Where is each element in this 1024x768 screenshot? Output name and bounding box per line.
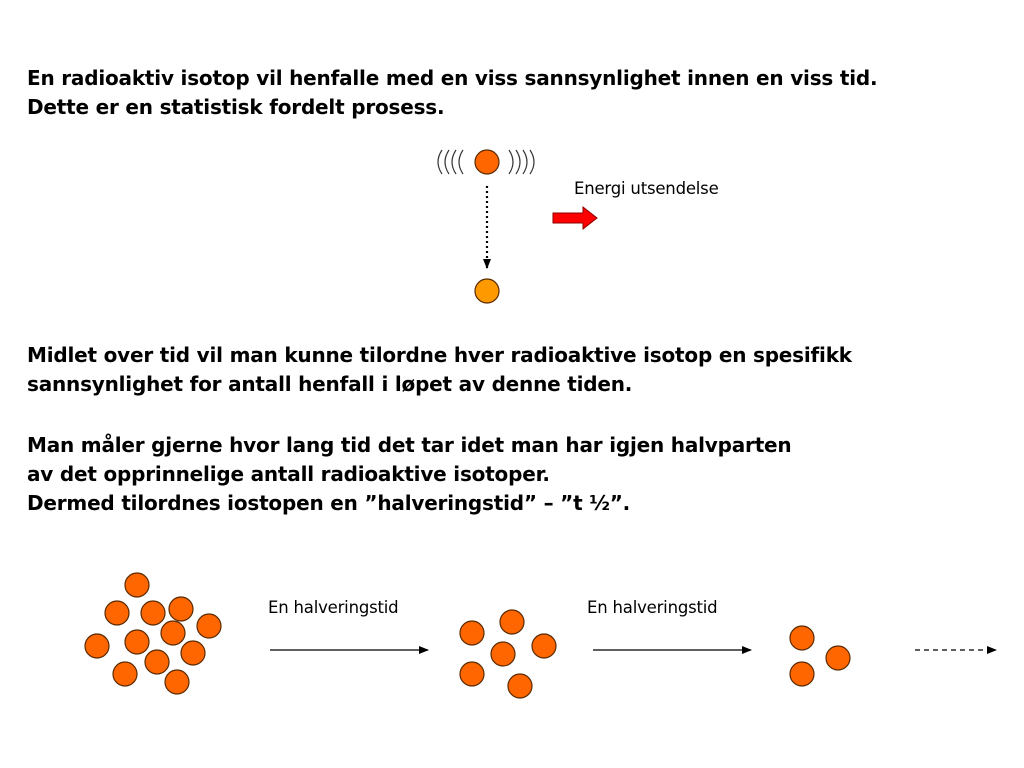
halflife-paragraph: Man måler gjerne hvor lang tid det tar i… — [27, 431, 792, 518]
emission-waves-right-icon — [508, 149, 535, 175]
halflife-step-label-1: En halveringstid — [268, 598, 399, 617]
energy-emission-label: Energi utsendelse — [574, 179, 719, 198]
intro-line-2: Dette er en statistisk fordelt prosess. — [27, 95, 445, 119]
explanation-line-1: Midlet over tid vil man kunne tilordne h… — [27, 343, 852, 367]
halflife-line-2: av det opprinnelige antall radioaktive i… — [27, 462, 550, 486]
excited-nucleus-icon — [474, 149, 500, 175]
explanation-line-2: sannsynlighet for antall henfall i løpet… — [27, 372, 633, 396]
halflife-line-1: Man måler gjerne hvor lang tid det tar i… — [27, 433, 792, 457]
intro-paragraph: En radioaktiv isotop vil henfalle med en… — [27, 64, 878, 122]
explanation-paragraph: Midlet over tid vil man kunne tilordne h… — [27, 341, 852, 399]
particle-group-after-one-halflife — [459, 609, 557, 699]
particle-group-initial — [84, 572, 222, 695]
particle-group-after-two-halflives — [789, 625, 851, 687]
emission-waves-left-icon — [437, 149, 464, 175]
halflife-step-label-2: En halveringstid — [587, 598, 718, 617]
energy-emission-arrow-icon — [552, 205, 598, 231]
halflife-line-3: Dermed tilordnes iostopen en ”halverings… — [27, 491, 631, 515]
intro-line-1: En radioaktiv isotop vil henfalle med en… — [27, 66, 878, 90]
ground-state-nucleus-icon — [474, 278, 500, 304]
